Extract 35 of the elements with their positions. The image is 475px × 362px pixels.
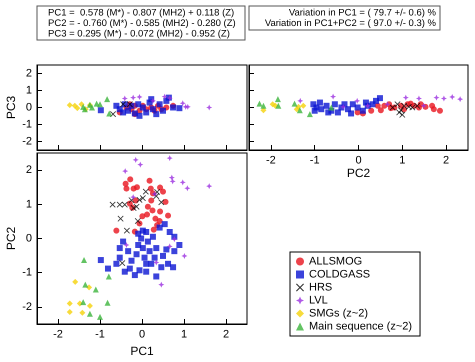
x-tick-label: -1 bbox=[310, 154, 320, 166]
legend-label: SMGs (z~2) bbox=[309, 308, 368, 320]
legend-label: LVL bbox=[309, 294, 328, 306]
x-tick-label: 1 bbox=[180, 328, 188, 340]
y-tick-label: 2 bbox=[26, 68, 32, 80]
y-tick-label: 1 bbox=[26, 198, 32, 210]
y-axis-title: PC3 bbox=[4, 96, 18, 120]
x-axis-title: PC2 bbox=[346, 166, 370, 180]
y-tick-label: 1 bbox=[26, 84, 32, 96]
y-tick-label: -2 bbox=[22, 136, 32, 148]
y-axis-title: PC2 bbox=[4, 226, 18, 250]
legend-label: Main sequence (z~2) bbox=[309, 320, 412, 332]
y-tick-label: 2 bbox=[26, 164, 32, 176]
x-tick-label: 1 bbox=[399, 154, 406, 166]
y-tick-label: 0 bbox=[26, 102, 32, 114]
text: PC2 = - 0.760 (M*) - 0.585 (MH2) - 0.280 (Z) bbox=[48, 18, 236, 29]
x-tick-label: 2 bbox=[443, 154, 450, 166]
x-tick-label: -2 bbox=[266, 154, 276, 166]
x-axis-title: PC1 bbox=[130, 344, 154, 358]
text: PC1 = 0.578 (M*) - 0.807 (MH2) + 0.118 (Z) bbox=[48, 8, 234, 18]
text: PC3 = 0.295 (M*) - 0.072 (MH2) - 0.952 (Z) bbox=[48, 28, 230, 40]
x-tick-label: 0 bbox=[355, 154, 362, 166]
x-tick-label: -1 bbox=[95, 328, 105, 340]
text: Variation in PC1 = ( 79.7 +/- 0.6) % bbox=[288, 8, 437, 18]
x-tick-label: -2 bbox=[53, 328, 63, 340]
y-tick-label: -1 bbox=[22, 266, 32, 279]
y-tick-label: -2 bbox=[22, 300, 32, 313]
x-tick-label: 0 bbox=[138, 328, 146, 340]
x-tick-label: 2 bbox=[222, 328, 230, 340]
text: Variation in PC1+PC2 = ( 97.0 +/- 0.3) % bbox=[264, 18, 437, 29]
y-tick-label: -1 bbox=[22, 118, 32, 130]
legend-label: ALLSMOG bbox=[309, 256, 362, 268]
legend-label: COLDGASS bbox=[309, 268, 370, 280]
y-tick-label: 0 bbox=[26, 232, 32, 244]
legend-label: HRS bbox=[309, 282, 332, 294]
